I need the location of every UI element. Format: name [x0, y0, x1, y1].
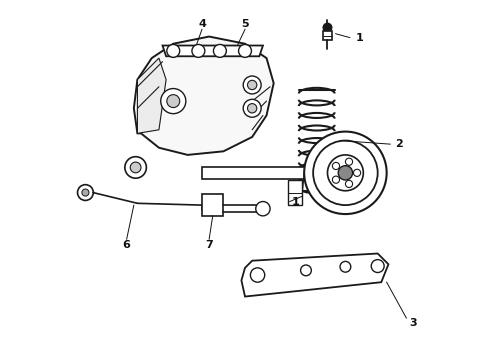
Circle shape — [247, 104, 257, 113]
Polygon shape — [323, 31, 332, 40]
Circle shape — [340, 261, 351, 272]
Circle shape — [192, 44, 205, 57]
Circle shape — [256, 202, 270, 216]
Text: 4: 4 — [198, 19, 206, 29]
Polygon shape — [202, 167, 317, 179]
Circle shape — [345, 158, 353, 165]
Circle shape — [323, 23, 332, 32]
Polygon shape — [288, 180, 302, 205]
Text: 3: 3 — [410, 319, 417, 328]
Circle shape — [247, 80, 257, 90]
Circle shape — [332, 162, 340, 170]
Circle shape — [353, 169, 361, 176]
Polygon shape — [134, 37, 274, 155]
Circle shape — [167, 44, 180, 57]
Circle shape — [300, 265, 311, 276]
Circle shape — [214, 44, 226, 57]
Circle shape — [125, 157, 147, 178]
Circle shape — [338, 166, 353, 180]
Circle shape — [304, 132, 387, 214]
Circle shape — [167, 95, 180, 108]
Circle shape — [77, 185, 93, 201]
Circle shape — [130, 162, 141, 173]
Text: 1: 1 — [292, 197, 299, 207]
Circle shape — [313, 140, 378, 205]
Circle shape — [250, 268, 265, 282]
Text: 5: 5 — [241, 19, 249, 29]
Circle shape — [332, 176, 340, 183]
Circle shape — [82, 189, 89, 196]
Text: 1: 1 — [356, 33, 364, 43]
Polygon shape — [163, 45, 263, 56]
Circle shape — [161, 89, 186, 114]
Circle shape — [239, 44, 251, 57]
Circle shape — [243, 99, 261, 117]
Polygon shape — [242, 253, 389, 297]
Text: 2: 2 — [395, 139, 403, 149]
Circle shape — [243, 76, 261, 94]
Circle shape — [371, 260, 384, 273]
Text: 6: 6 — [122, 239, 131, 249]
Polygon shape — [137, 58, 166, 134]
Text: 7: 7 — [205, 239, 213, 249]
Polygon shape — [202, 194, 223, 216]
Circle shape — [327, 155, 364, 191]
Circle shape — [345, 180, 353, 188]
